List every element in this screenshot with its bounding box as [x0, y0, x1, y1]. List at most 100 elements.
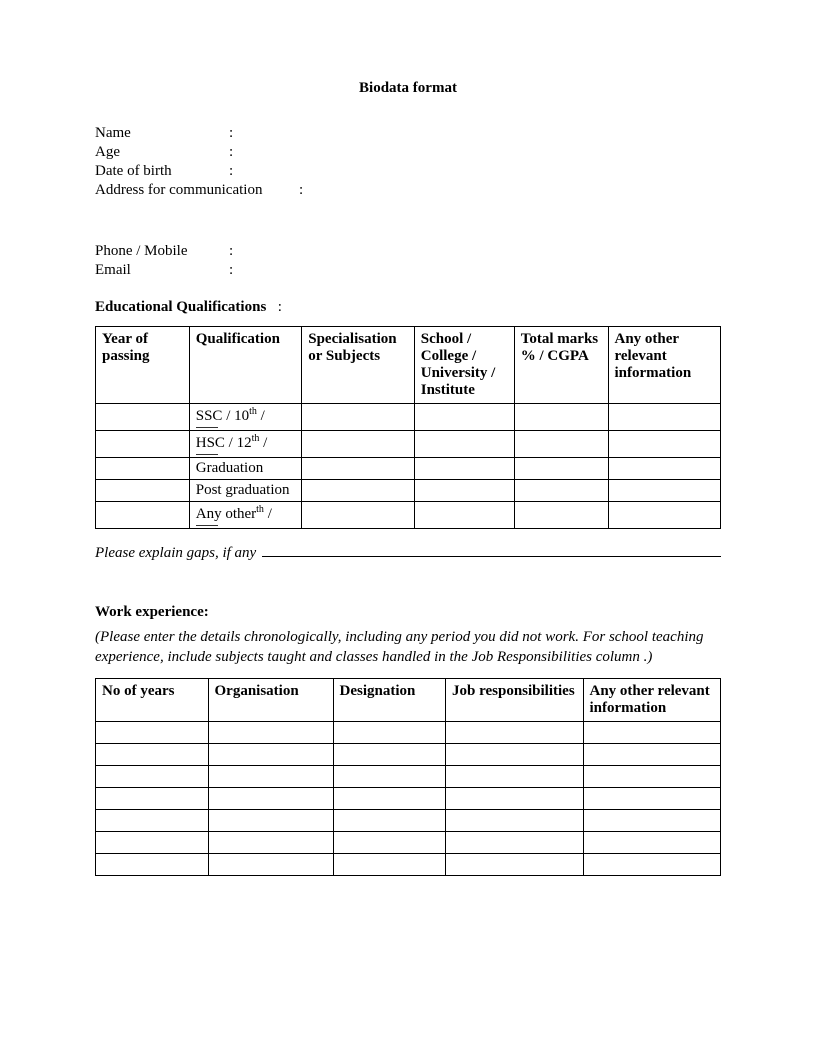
table-cell	[446, 743, 584, 765]
label-address: Address for communication	[95, 182, 295, 199]
table-cell	[333, 809, 446, 831]
label-email: Email	[95, 262, 225, 279]
table-cell	[608, 431, 721, 458]
table-cell	[446, 809, 584, 831]
field-dob: Date of birth :	[95, 163, 721, 180]
table-cell	[333, 787, 446, 809]
table-row: Any otherth /	[96, 502, 721, 529]
edu-col-other: Any other relevant information	[608, 327, 721, 404]
table-row	[96, 787, 721, 809]
table-cell	[302, 458, 415, 480]
work-col-org: Organisation	[208, 678, 333, 721]
table-cell	[446, 787, 584, 809]
table-cell	[302, 431, 415, 458]
table-row	[96, 853, 721, 875]
table-cell	[414, 480, 514, 502]
table-cell	[208, 765, 333, 787]
table-cell	[583, 853, 721, 875]
work-col-years: No of years	[96, 678, 209, 721]
field-email: Email :	[95, 262, 721, 279]
colon: :	[229, 163, 233, 180]
table-cell	[608, 502, 721, 529]
work-table: No of years Organisation Designation Job…	[95, 678, 721, 876]
table-cell	[333, 721, 446, 743]
table-cell	[96, 831, 209, 853]
table-cell	[514, 502, 608, 529]
table-cell	[302, 480, 415, 502]
table-cell	[333, 831, 446, 853]
table-cell	[96, 721, 209, 743]
colon: :	[299, 182, 303, 199]
edu-col-school: School / College / University / Institut…	[414, 327, 514, 404]
table-cell	[446, 853, 584, 875]
field-age: Age :	[95, 144, 721, 161]
table-cell	[96, 743, 209, 765]
gaps-line	[262, 543, 721, 557]
education-header-row: Year of passing Qualification Specialisa…	[96, 327, 721, 404]
table-cell	[96, 480, 190, 502]
gaps-label: Please explain gaps, if any	[95, 545, 256, 562]
table-cell	[583, 743, 721, 765]
colon: :	[229, 144, 233, 161]
table-cell	[583, 831, 721, 853]
table-cell: HSC / 12th /	[189, 431, 302, 458]
table-cell	[96, 809, 209, 831]
work-heading: Work experience:	[95, 604, 721, 621]
table-row	[96, 743, 721, 765]
spacer	[95, 562, 721, 604]
work-col-other: Any other relevant information	[583, 678, 721, 721]
edu-col-specialisation: Specialisation or Subjects	[302, 327, 415, 404]
table-row: Graduation	[96, 458, 721, 480]
table-cell	[208, 743, 333, 765]
table-cell: Graduation	[189, 458, 302, 480]
table-cell: SSC / 10th /	[189, 404, 302, 431]
education-heading-row: Educational Qualifications :	[95, 299, 721, 316]
table-cell	[208, 809, 333, 831]
table-cell	[514, 480, 608, 502]
table-row: SSC / 10th /	[96, 404, 721, 431]
field-phone: Phone / Mobile :	[95, 243, 721, 260]
table-cell	[414, 431, 514, 458]
table-cell	[96, 431, 190, 458]
table-row: Post graduation	[96, 480, 721, 502]
table-cell	[608, 458, 721, 480]
edu-col-year: Year of passing	[96, 327, 190, 404]
table-cell	[96, 765, 209, 787]
table-cell	[333, 765, 446, 787]
label-age: Age	[95, 144, 225, 161]
colon: :	[229, 125, 233, 142]
table-cell	[514, 458, 608, 480]
field-address: Address for communication :	[95, 182, 721, 199]
table-cell	[583, 809, 721, 831]
table-cell	[608, 480, 721, 502]
table-cell	[208, 787, 333, 809]
table-row	[96, 765, 721, 787]
gaps-row: Please explain gaps, if any	[95, 543, 721, 562]
spacer	[95, 201, 721, 243]
education-table: Year of passing Qualification Specialisa…	[95, 326, 721, 529]
colon: :	[274, 299, 282, 315]
table-cell	[446, 765, 584, 787]
table-cell	[446, 721, 584, 743]
spacer	[95, 281, 721, 299]
table-row: HSC / 12th /	[96, 431, 721, 458]
page: Biodata format Name : Age : Date of birt…	[0, 0, 816, 950]
colon: :	[229, 262, 233, 279]
table-cell	[414, 502, 514, 529]
table-cell	[333, 743, 446, 765]
table-cell	[302, 502, 415, 529]
table-cell	[208, 721, 333, 743]
work-note: (Please enter the details chronologicall…	[95, 627, 721, 668]
table-cell	[96, 404, 190, 431]
work-header-row: No of years Organisation Designation Job…	[96, 678, 721, 721]
label-name: Name	[95, 125, 225, 142]
table-cell: Any otherth /	[189, 502, 302, 529]
table-cell: Post graduation	[189, 480, 302, 502]
table-cell	[414, 458, 514, 480]
table-cell	[208, 831, 333, 853]
edu-col-marks: Total marks % / CGPA	[514, 327, 608, 404]
label-phone: Phone / Mobile	[95, 243, 225, 260]
table-cell	[302, 404, 415, 431]
table-row	[96, 809, 721, 831]
label-dob: Date of birth	[95, 163, 225, 180]
